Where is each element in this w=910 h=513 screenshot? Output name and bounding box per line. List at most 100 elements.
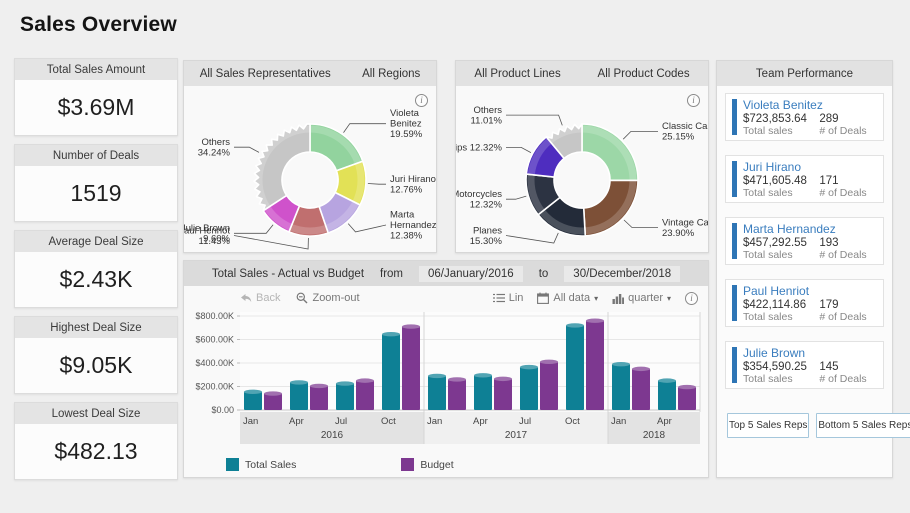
legend-item-budget[interactable]: Budget: [401, 458, 454, 471]
kpi-highest-deal-size: Highest Deal Size $9.05K: [14, 316, 178, 394]
bar-budget[interactable]: [402, 326, 420, 410]
accent-bar: [732, 285, 737, 321]
donut-label: Vintage Cars: [662, 217, 708, 228]
total-sales-bar-chart[interactable]: $0.00 $200.00K $400.00K $600.00K $800.00K 201…: [184, 310, 708, 450]
quarter-label: Jul: [335, 416, 347, 427]
bar-budget[interactable]: [678, 387, 696, 410]
donut-label: 11.01%: [470, 115, 502, 126]
bar-budget[interactable]: [264, 393, 282, 410]
info-icon[interactable]: i: [415, 94, 428, 107]
total-sales-label: Total sales: [743, 125, 793, 137]
bar-total-sales[interactable]: [336, 383, 354, 410]
bar-budget[interactable]: [310, 385, 328, 410]
bar-total-sales[interactable]: [244, 391, 262, 410]
tab-all-regions[interactable]: All Regions: [362, 67, 421, 80]
back-label: Back: [256, 292, 281, 304]
rep-total-sales: $422,114.86: [743, 299, 807, 311]
quarter-label: Apr: [289, 416, 304, 427]
y-axis-tick: $600.00K: [195, 335, 234, 345]
info-icon[interactable]: i: [685, 291, 698, 305]
accent-bar: [732, 161, 737, 197]
kpi-column: Total Sales Amount $3.69M Number of Deal…: [14, 58, 178, 480]
legend-label: Budget: [420, 458, 454, 471]
donut-label: 25.15%: [662, 132, 695, 143]
year-label: 2018: [643, 430, 666, 441]
from-date-field[interactable]: 06/January/2016: [419, 265, 523, 282]
total-sales-bar-panel: Total Sales - Actual vs Budget from 06/J…: [183, 260, 709, 478]
chevron-down-icon: ▾: [666, 293, 671, 303]
legend-item-total-sales[interactable]: Total Sales: [226, 458, 296, 471]
donut-slice-others[interactable]: [253, 123, 311, 212]
accent-bar: [732, 223, 737, 259]
bar-total-sales[interactable]: [382, 334, 400, 410]
page-title: Sales Overview: [20, 13, 177, 36]
bar-total-sales[interactable]: [474, 375, 492, 410]
back-button[interactable]: Back: [240, 292, 280, 304]
total-sales-label: Total sales: [743, 311, 793, 323]
zoom-out-button[interactable]: Zoom-out: [296, 292, 360, 304]
bar-total-sales[interactable]: [612, 364, 630, 410]
to-date-field[interactable]: 30/December/2018: [564, 265, 681, 282]
quarter-label: Apr: [657, 416, 672, 427]
magnifier-minus-icon: [297, 292, 308, 304]
year-label: 2016: [321, 430, 344, 441]
kpi-label: Highest Deal Size: [15, 317, 177, 338]
rep-card-marta-hernandez[interactable]: Marta Hernandez $457,292.55 193 Total sa…: [725, 217, 884, 265]
rep-card-juri-hirano[interactable]: Juri Hirano $471,605.48 171 Total sales …: [725, 155, 884, 203]
deals-label: # of Deals: [819, 125, 867, 137]
quarter-label: Oct: [565, 416, 580, 427]
accent-bar: [732, 99, 737, 135]
bar-total-sales[interactable]: [658, 380, 676, 410]
calendar-icon: [537, 292, 550, 304]
donut-slice-others[interactable]: [545, 123, 583, 160]
y-axis-tick: $800.00K: [195, 311, 234, 321]
granularity-dropdown[interactable]: quarter ▾: [612, 292, 671, 304]
donut-label: Julie Brown: [184, 223, 230, 234]
donut-label: 11.43%: [198, 236, 230, 247]
bar-budget[interactable]: [540, 361, 558, 410]
rep-total-sales: $354,590.25: [743, 361, 807, 373]
tab-all-product-lines[interactable]: All Product Lines: [474, 67, 561, 80]
product-lines-donut-chart[interactable]: Classic Cars25.15% Vintage Cars23.90% Othe…: [456, 86, 708, 252]
rep-deals: 145: [819, 361, 839, 373]
bar-total-sales[interactable]: [428, 375, 446, 410]
donut-label: Juri Hirano: [390, 174, 436, 185]
bar-total-sales[interactable]: [520, 367, 538, 410]
rep-deals: 171: [819, 175, 839, 187]
all-data-dropdown[interactable]: All data ▾: [537, 292, 598, 304]
kpi-value: $2.43K: [59, 266, 133, 292]
bar-budget[interactable]: [632, 368, 650, 410]
team-performance-title: Team Performance: [755, 67, 854, 80]
rep-card-violeta-benitez[interactable]: Violeta Benitez $723,853.64 289 Total sa…: [725, 93, 884, 141]
bar-budget[interactable]: [586, 320, 604, 410]
bar-chart-title: Total Sales - Actual vs Budget: [211, 267, 365, 280]
bar-total-sales[interactable]: [290, 382, 308, 410]
bottom-5-sales-reps-button[interactable]: Bottom 5 Sales Reps: [816, 413, 910, 438]
tab-all-sales-representatives[interactable]: All Sales Representatives: [199, 67, 331, 80]
rep-card-julie-brown[interactable]: Julie Brown $354,590.25 145 Total sales …: [725, 341, 884, 389]
donut-label: Planes: [473, 225, 502, 236]
quarter-label: Apr: [473, 416, 488, 427]
top-5-sales-reps-button[interactable]: Top 5 Sales Reps: [727, 413, 810, 438]
rep-name: Juri Hirano: [743, 160, 802, 174]
quarter-label: Jan: [427, 416, 442, 427]
linear-scale-button[interactable]: Lin: [492, 292, 523, 304]
all-data-label: All data: [553, 292, 591, 304]
rep-list: Violeta Benitez $723,853.64 289 Total sa…: [717, 86, 892, 389]
info-icon[interactable]: i: [687, 94, 700, 107]
kpi-average-deal-size: Average Deal Size $2.43K: [14, 230, 178, 308]
chart-legend: Total Sales Budget: [184, 458, 708, 471]
donut-label: Hernandez: [390, 220, 436, 231]
bar-budget[interactable]: [448, 379, 466, 410]
rep-card-paul-henriot[interactable]: Paul Henriot $422,114.86 179 Total sales…: [725, 279, 884, 327]
bar-budget[interactable]: [356, 380, 374, 410]
donut-label: Paul Henriot: [184, 225, 230, 236]
tab-all-product-codes[interactable]: All Product Codes: [597, 67, 690, 80]
kpi-number-of-deals: Number of Deals 1519: [14, 144, 178, 222]
bar-budget[interactable]: [494, 378, 512, 410]
undo-arrow-icon: [241, 293, 252, 302]
bar-total-sales[interactable]: [566, 325, 584, 410]
donut-label: 34.24%: [198, 148, 231, 159]
